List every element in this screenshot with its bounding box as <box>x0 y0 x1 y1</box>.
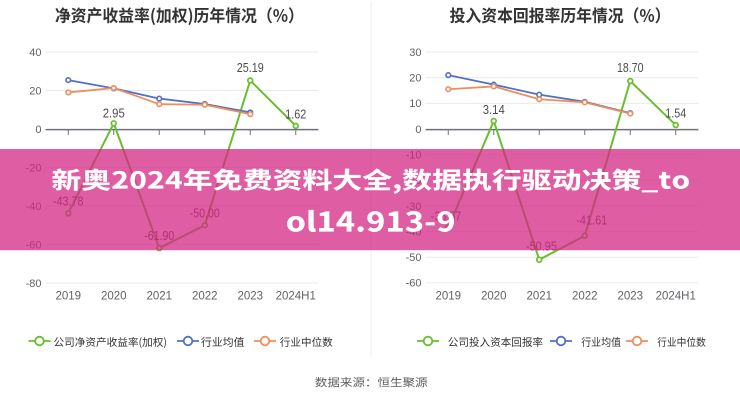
svg-text:2024H1: 2024H1 <box>656 291 696 303</box>
svg-text:40: 40 <box>29 47 41 59</box>
svg-text:2021: 2021 <box>146 291 172 303</box>
svg-text:2024H1: 2024H1 <box>276 291 316 303</box>
svg-text:-80: -80 <box>26 278 42 290</box>
svg-text:2022: 2022 <box>572 291 598 303</box>
svg-text:30: 30 <box>409 47 421 59</box>
svg-text:20: 20 <box>29 85 41 97</box>
svg-text:2019: 2019 <box>55 291 81 303</box>
svg-text:2023: 2023 <box>617 291 643 303</box>
svg-text:2020: 2020 <box>481 291 507 303</box>
svg-text:18.70: 18.70 <box>617 61 644 75</box>
svg-text:20: 20 <box>409 73 421 85</box>
svg-text:25.19: 25.19 <box>237 61 264 75</box>
svg-text:2.95: 2.95 <box>103 107 125 121</box>
svg-text:2022: 2022 <box>192 291 218 303</box>
svg-text:2020: 2020 <box>101 291 127 303</box>
svg-text:2021: 2021 <box>526 291 552 303</box>
svg-text:10: 10 <box>409 98 421 110</box>
svg-text:1.54: 1.54 <box>665 107 686 121</box>
svg-text:3.14: 3.14 <box>483 103 505 117</box>
svg-text:-50: -50 <box>406 252 422 264</box>
svg-text:1.62: 1.62 <box>285 107 306 121</box>
svg-text:2019: 2019 <box>435 291 461 303</box>
svg-text:2023: 2023 <box>237 291 263 303</box>
svg-text:0: 0 <box>35 124 41 136</box>
svg-text:-60: -60 <box>406 278 422 290</box>
svg-text:0: 0 <box>415 124 421 136</box>
